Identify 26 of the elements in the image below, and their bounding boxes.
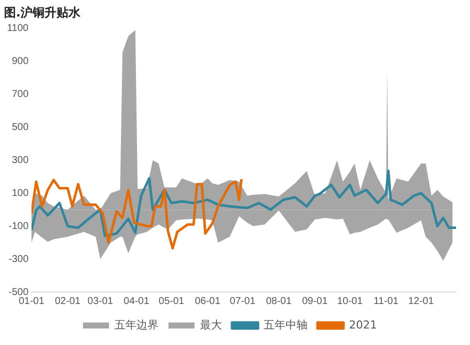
legend-label: 五年边界 [114,318,159,332]
y-tick-label: 300 [12,154,29,166]
x-tick-label: 04-01 [124,296,150,307]
x-tick-label: 09-01 [302,296,328,307]
x-tick-label: 10-01 [337,296,364,307]
x-tick-label: 03-01 [88,296,114,307]
y-tick-label: -100 [8,220,29,232]
y-tick-label: -500 [8,286,29,298]
x-tick-label: 02-01 [54,296,81,307]
y-tick-label: 900 [12,56,29,68]
chart-title: 图.沪铜升贴水 [4,5,82,20]
y-tick-label: -300 [8,254,29,265]
legend-label: 五年中轴 [264,318,308,332]
x-tick-label: 08-01 [266,296,292,307]
x-tick-label: 07-01 [230,296,256,307]
y-tick-label: 500 [12,122,29,133]
legend-label: 最大 [200,318,222,332]
x-tick-label: 12-01 [408,296,434,307]
y-tick-label: 700 [12,89,29,100]
x-tick-label: 06-01 [194,296,221,307]
y-tick-label: 1100 [6,23,29,34]
x-tick-label: 05-01 [158,296,185,307]
legend-label: 2021 [349,318,378,332]
y-tick-label: 100 [12,188,29,199]
x-tick-label: 01-01 [18,296,45,307]
x-tick-label: 11-01 [374,296,399,307]
